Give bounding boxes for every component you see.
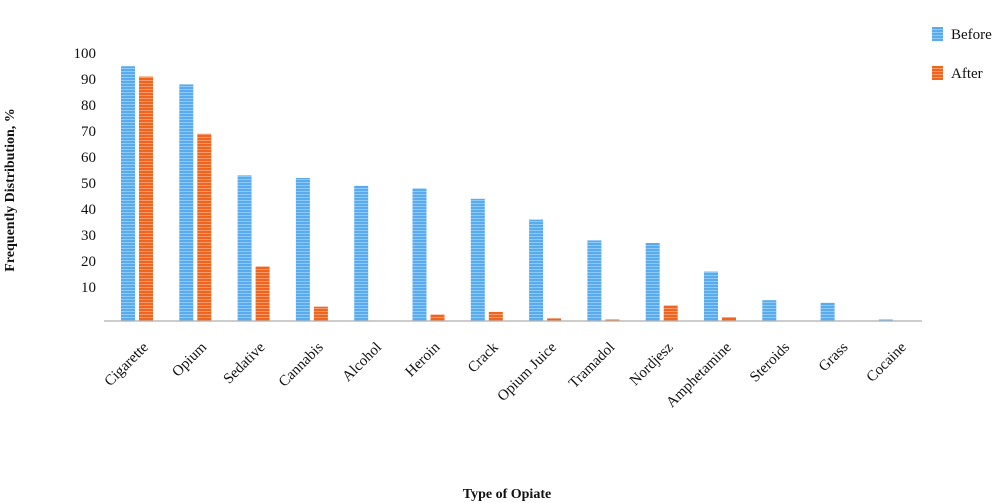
bar-after-opium xyxy=(197,133,212,321)
legend-label-before: Before xyxy=(951,27,992,43)
legend: Before After xyxy=(932,27,992,82)
x-axis-title: Type of Opiate xyxy=(463,487,551,502)
bar-after-crack xyxy=(488,311,503,321)
x-tick-label: Tramadol xyxy=(566,340,618,392)
bar-after-amphetamine xyxy=(722,317,736,321)
x-tick-label: Cigarette xyxy=(102,339,152,389)
bar-before-cannabis xyxy=(295,178,310,321)
bar-before-tramadol xyxy=(587,240,602,321)
x-tick-label: Steroids xyxy=(747,339,793,385)
bar-before-opium xyxy=(179,84,194,322)
y-axis-ticks: 10 20 30 40 50 60 70 80 90 100 xyxy=(74,46,97,296)
bar-before-crack xyxy=(470,198,485,321)
bar-after-cannabis xyxy=(313,306,328,321)
y-tick-label: 100 xyxy=(74,46,97,62)
bar-after-cigarette xyxy=(139,76,153,321)
x-tick-label: Heroin xyxy=(403,339,444,380)
y-axis-title: Frequently Distribution, % xyxy=(3,108,18,271)
x-tick-label: Alcohol xyxy=(340,340,385,385)
bar-before-cocaine xyxy=(878,319,893,321)
bar-before-nordjesz xyxy=(645,243,660,321)
x-axis-labels: Cigarette Opium Sedative Cannabis Alcohol Her… xyxy=(102,339,910,411)
y-tick-label: 70 xyxy=(81,124,96,140)
bar-before-heroin xyxy=(412,188,427,321)
y-tick-label: 30 xyxy=(81,228,96,244)
bar-before-cigarette xyxy=(121,66,135,321)
legend-swatch-before xyxy=(932,27,943,41)
y-tick-label: 50 xyxy=(81,176,96,192)
bar-before-grass xyxy=(820,302,835,321)
bar-after-opium-juice xyxy=(547,318,562,321)
y-tick-label: 40 xyxy=(81,202,96,218)
x-tick-label: Opium Juice xyxy=(495,339,560,404)
legend-swatch-after xyxy=(932,66,943,80)
bar-after-tramadol xyxy=(605,319,620,321)
bars xyxy=(121,66,893,322)
x-tick-label: Nordjesz xyxy=(627,339,677,389)
y-tick-label: 60 xyxy=(81,150,96,166)
y-tick-label: 20 xyxy=(81,254,96,270)
x-tick-label: Grass xyxy=(816,339,852,375)
x-tick-label: Cocaine xyxy=(864,339,910,385)
bar-before-sedative xyxy=(237,175,252,321)
bar-after-nordjesz xyxy=(663,305,678,321)
bar-after-heroin xyxy=(430,314,445,321)
bar-before-alcohol xyxy=(354,185,369,321)
bar-before-opium-juice xyxy=(529,219,544,321)
y-tick-label: 90 xyxy=(81,72,96,88)
y-tick-label: 80 xyxy=(81,98,96,114)
legend-label-after: After xyxy=(951,66,983,82)
bar-before-steroids xyxy=(762,300,777,321)
x-tick-label: Cannabis xyxy=(276,339,327,390)
x-tick-label: Crack xyxy=(465,339,502,376)
x-tick-label: Opium xyxy=(169,339,210,380)
bar-before-amphetamine xyxy=(704,271,718,321)
y-tick-label: 10 xyxy=(81,280,96,296)
x-tick-label: Sedative xyxy=(221,339,269,387)
bar-after-sedative xyxy=(255,266,270,321)
